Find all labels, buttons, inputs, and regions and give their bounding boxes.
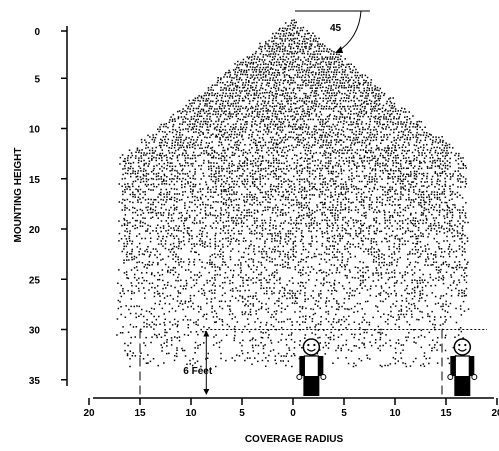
x-tick-label: 10: [185, 408, 197, 419]
person-shirt: [455, 356, 469, 378]
x-tick-label: 15: [440, 408, 452, 419]
person-hand: [472, 375, 477, 380]
y-tick-label: 35: [29, 376, 41, 387]
coverage-cone: [116, 19, 469, 367]
person-eye: [307, 344, 309, 346]
person-shirt: [304, 356, 318, 378]
x-tick-label: 5: [341, 408, 347, 419]
y-tick-label: 20: [29, 225, 41, 236]
person-height-label: 6 Feet: [183, 366, 213, 377]
person-hand: [448, 375, 453, 380]
arrow-down-icon: [203, 389, 209, 395]
y-tick-label: 5: [34, 74, 40, 85]
y-tick-label: 10: [29, 125, 41, 136]
x-axis-ticks: 20 15 10 5 0 5 10 15 20: [83, 398, 499, 419]
angle-arrowhead-icon: [335, 46, 343, 53]
person-head: [303, 339, 319, 355]
person-icon: [448, 339, 477, 396]
person-eye: [313, 344, 315, 346]
person-head: [454, 339, 470, 355]
coverage-stipple: [116, 19, 469, 367]
person-eye: [464, 344, 466, 346]
person-eye: [458, 344, 460, 346]
y-axis-title: MOUNTING HEIGHT: [13, 148, 24, 243]
x-tick-label: 20: [83, 408, 95, 419]
y-tick-label: 25: [29, 275, 41, 286]
x-tick-label: 5: [239, 408, 245, 419]
x-axis-title: COVERAGE RADIUS: [245, 434, 344, 445]
cone-angle-label: 45: [330, 23, 342, 34]
y-axis-ticks: 0 5 10 15 20 25 30 35: [29, 27, 67, 387]
y-tick-label: 0: [34, 27, 40, 38]
person-legs: [303, 376, 319, 396]
arrow-up-icon: [203, 331, 209, 337]
x-tick-label: 10: [389, 408, 401, 419]
x-tick-label: 0: [290, 408, 296, 419]
y-tick-label: 30: [29, 326, 41, 337]
x-tick-label: 15: [134, 408, 146, 419]
person-hand: [297, 375, 302, 380]
y-tick-label: 15: [29, 175, 41, 186]
person-hand: [321, 375, 326, 380]
person-legs: [454, 376, 470, 396]
x-tick-label: 20: [491, 408, 499, 419]
